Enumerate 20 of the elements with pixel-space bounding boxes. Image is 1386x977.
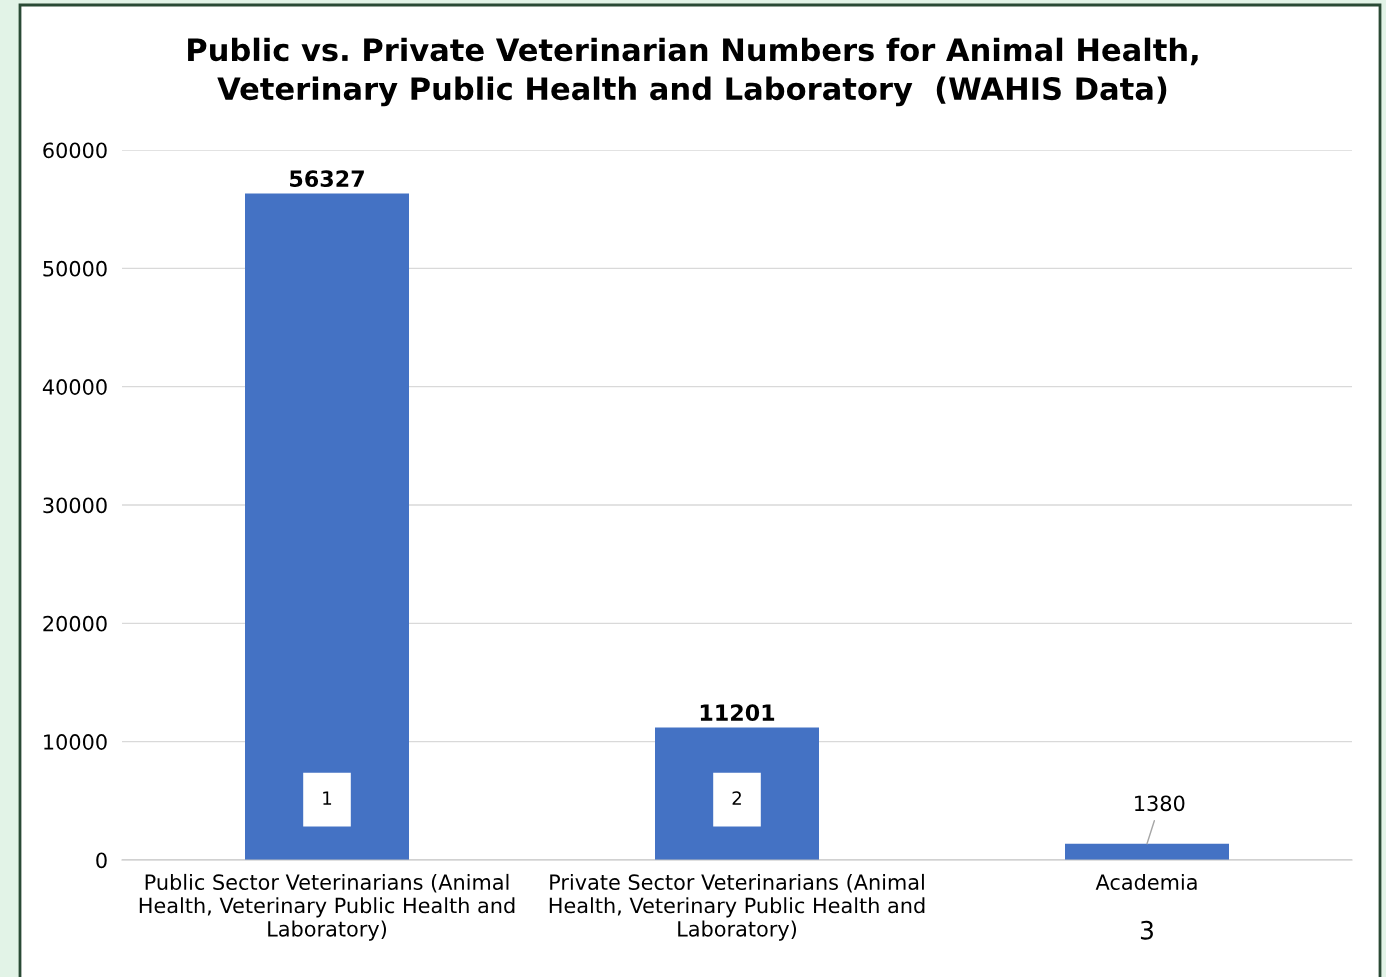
x-tick-label: Private Sector Veterinarians (Animal Health, Veterinary Public Health and Laboratory) bbox=[549, 873, 925, 941]
y-tick-label: 50000 bbox=[43, 260, 107, 277]
y-tick-label: 60000 bbox=[43, 142, 107, 159]
data-label: 11201 bbox=[700, 704, 775, 722]
y-tick-label: 30000 bbox=[43, 497, 107, 514]
bar bbox=[655, 727, 819, 860]
y-tick-label: 40000 bbox=[42, 379, 107, 395]
x-tick-label: Public Sector Veterinarians (Animal Health, Veterinary Public Health and Laboratory) bbox=[139, 873, 515, 941]
data-label: 56327 bbox=[290, 170, 364, 188]
chart-title: Public vs. Private Veterinarian Numbers for Animal Health, Veterinary Public Health and Laboratory (WAHIS Data) bbox=[188, 37, 1198, 107]
y-tick-label: 0 bbox=[96, 852, 107, 869]
bar bbox=[1065, 843, 1229, 860]
annotation: 2 bbox=[732, 791, 741, 805]
text: 3 bbox=[1140, 920, 1153, 940]
y-tick-label: 10000 bbox=[44, 734, 107, 750]
annotation: 1 bbox=[323, 791, 332, 805]
data-label: 1380 bbox=[1135, 795, 1185, 812]
bar bbox=[245, 193, 409, 860]
x-tick-label: Academia bbox=[1095, 873, 1197, 891]
y-tick-label: 20000 bbox=[43, 615, 107, 632]
